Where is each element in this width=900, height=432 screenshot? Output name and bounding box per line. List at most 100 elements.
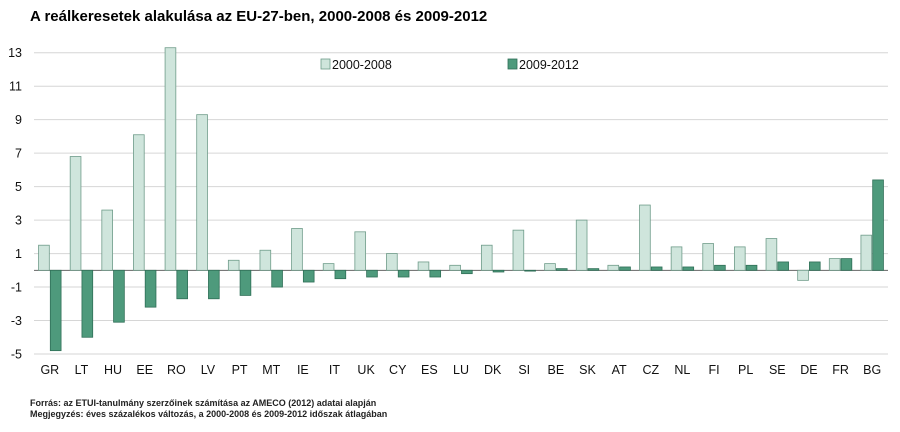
bar-PL-2009-2012	[745, 264, 758, 271]
y-tick-label: -1	[11, 281, 22, 295]
y-tick-label: 9	[15, 113, 22, 127]
bar-CZ-2009-2012	[650, 266, 663, 271]
bar-BE-2009-2012	[555, 268, 568, 271]
y-tick-label: -5	[11, 348, 22, 362]
bar-IT-2000-2008	[322, 263, 335, 271]
x-tick-label: SI	[518, 363, 530, 377]
x-tick-label: MT	[262, 363, 280, 377]
x-tick-label: LV	[201, 363, 216, 377]
bar-SI-2009-2012	[524, 269, 536, 272]
bar-FR-2009-2012	[840, 258, 853, 271]
chart-notes: Forrás: az ETUI-tanulmány szerzőinek szá…	[30, 398, 387, 420]
bar-SK-2009-2012	[587, 268, 600, 271]
chart-title: A reálkeresetek alakulása az EU-27-ben, …	[30, 8, 488, 25]
bar-ES-2009-2012	[429, 269, 442, 278]
bar-SE-2009-2012	[777, 261, 789, 271]
bar-MT-2000-2008	[259, 249, 272, 271]
x-tick-label: BE	[548, 363, 565, 377]
bar-DK-2000-2008	[480, 244, 493, 271]
x-tick-label: IT	[329, 363, 340, 377]
x-tick-label: ES	[421, 363, 438, 377]
bar-DK-2009-2012	[492, 269, 505, 273]
x-tick-label: DK	[484, 363, 502, 377]
bar-BG-2000-2008	[860, 234, 873, 271]
bar-UK-2009-2012	[366, 269, 378, 278]
x-tick-label: NL	[674, 363, 690, 377]
bar-HU-2000-2008	[101, 209, 113, 271]
x-tick-label: RO	[167, 363, 186, 377]
y-tick-label: 3	[15, 214, 22, 228]
bar-UK-2000-2008	[354, 231, 367, 271]
y-tick-label: 7	[15, 147, 22, 161]
x-tick-label: SK	[579, 363, 596, 377]
x-tick-label: FI	[708, 363, 719, 377]
bar-PT-2009-2012	[239, 269, 252, 296]
x-tick-label: BG	[863, 363, 881, 377]
y-tick-label: -3	[11, 314, 22, 328]
bar-IT-2009-2012	[334, 269, 347, 280]
bar-LT-2000-2008	[69, 156, 82, 271]
bar-LV-2009-2012	[208, 269, 220, 300]
x-tick-label: CY	[389, 363, 407, 377]
bar-NL-2000-2008	[670, 246, 683, 271]
remark-note: Megjegyzés: éves százalékos változás, a …	[30, 409, 388, 419]
x-tick-label: EE	[136, 363, 153, 377]
x-tick-label: AT	[612, 363, 627, 377]
legend-label: 2000-2008	[332, 58, 392, 72]
bar-EE-2000-2008	[133, 134, 145, 271]
bar-CY-2009-2012	[397, 269, 410, 278]
x-tick-label: UK	[357, 363, 375, 377]
bar-SE-2000-2008	[765, 238, 778, 271]
bar-CZ-2000-2008	[639, 204, 651, 271]
y-tick-label: 5	[15, 180, 22, 194]
legend-swatch-2000-2008	[320, 58, 331, 70]
x-tick-label: FR	[832, 363, 849, 377]
bar-LU-2009-2012	[461, 269, 473, 275]
x-tick-label: LT	[75, 363, 89, 377]
bar-CY-2000-2008	[386, 253, 398, 271]
bar-DE-2009-2012	[809, 261, 821, 271]
bar-GR-2009-2012	[49, 269, 62, 352]
x-tick-label: PL	[738, 363, 753, 377]
x-tick-label: DE	[800, 363, 817, 377]
x-tick-label: LU	[453, 363, 469, 377]
y-tick-label: 13	[8, 46, 22, 60]
bar-NL-2009-2012	[682, 266, 695, 271]
bar-PT-2000-2008	[227, 259, 240, 271]
x-tick-label: GR	[40, 363, 59, 377]
bar-GR-2000-2008	[38, 244, 50, 271]
bar-AT-2000-2008	[607, 264, 620, 271]
bar-LT-2009-2012	[81, 269, 94, 338]
x-tick-label: CZ	[642, 363, 659, 377]
bar-ES-2000-2008	[417, 261, 430, 271]
x-tick-label: PT	[232, 363, 248, 377]
bar-IE-2000-2008	[291, 228, 303, 271]
x-tick-label: HU	[104, 363, 122, 377]
source-note: Forrás: az ETUI-tanulmány szerzőinek szá…	[30, 398, 377, 408]
bar-LV-2000-2008	[196, 114, 208, 271]
bar-LU-2000-2008	[449, 264, 461, 271]
x-tick-label: SE	[769, 363, 786, 377]
bar-BG-2009-2012	[872, 179, 884, 271]
legend-label: 2009-2012	[519, 58, 579, 72]
bar-IE-2009-2012	[302, 269, 315, 283]
bar-SI-2000-2008	[512, 229, 525, 271]
bar-MT-2009-2012	[271, 269, 283, 288]
bar-BE-2000-2008	[544, 263, 556, 271]
bar-EE-2009-2012	[144, 269, 157, 308]
bar-RO-2009-2012	[176, 269, 188, 300]
bar-DE-2000-2008	[797, 269, 809, 281]
bar-RO-2000-2008	[164, 47, 177, 271]
y-tick-label: 1	[15, 247, 22, 261]
bar-PL-2000-2008	[734, 246, 746, 271]
bar-FI-2000-2008	[702, 243, 714, 271]
bar-SK-2000-2008	[575, 219, 588, 271]
y-tick-label: 11	[9, 80, 22, 94]
bar-FI-2009-2012	[714, 264, 726, 271]
legend-swatch-2009-2012	[507, 58, 518, 70]
x-tick-label: IE	[297, 363, 309, 377]
bar-FR-2000-2008	[828, 258, 841, 271]
bar-AT-2009-2012	[619, 266, 631, 271]
bar-HU-2009-2012	[113, 269, 125, 323]
